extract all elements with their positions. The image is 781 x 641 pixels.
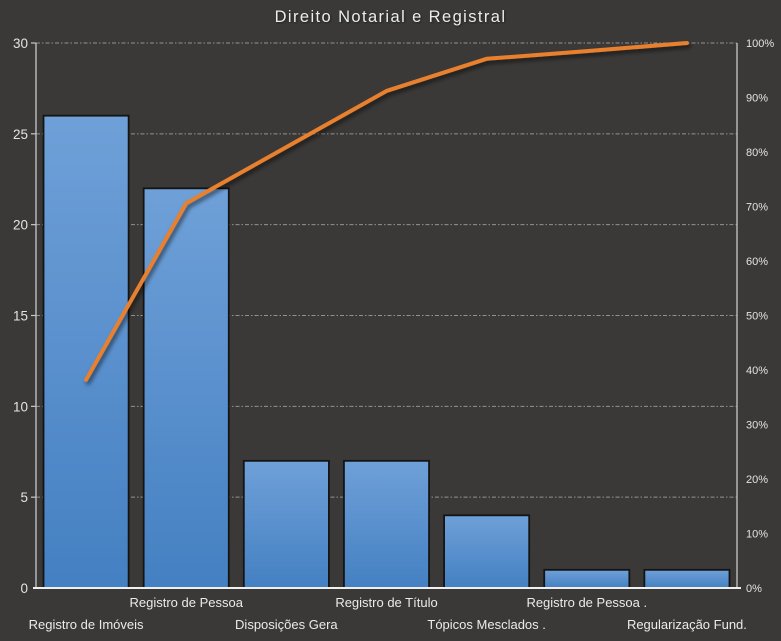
x-category-label: Tópicos Mesclados .	[427, 617, 546, 632]
y-left-tick-label: 0	[20, 581, 28, 596]
y-right-tick-label: 80%	[746, 147, 768, 159]
x-category-label: Registro de Pessoa	[129, 595, 243, 610]
cumulative-line	[84, 41, 689, 382]
x-category-label: Registro de Imóveis	[29, 617, 144, 632]
x-category-label: Disposições Gera	[235, 617, 338, 632]
y-right-tick-label: 30%	[746, 420, 768, 432]
y-right-tick-label: 20%	[746, 474, 768, 486]
pareto-bar	[42, 114, 130, 589]
y-right-tick-label: 100%	[746, 38, 774, 50]
y-right-tick-label: 70%	[746, 202, 768, 214]
y-left-tick-label: 5	[20, 490, 28, 505]
pareto-bar	[443, 514, 531, 589]
y-right-tick-label: 40%	[746, 365, 768, 377]
pareto-bar	[242, 459, 330, 589]
y-left-tick-label: 30	[13, 36, 28, 51]
y-right-tick-label: 50%	[746, 311, 768, 323]
pareto-bar	[343, 459, 430, 589]
chart-title: Direito Notarial e Registral	[274, 8, 507, 26]
y-right-tick-label: 10%	[746, 529, 768, 541]
x-category-label: Registro de Título	[335, 595, 437, 610]
pareto-bar	[543, 568, 631, 589]
pareto-bar	[643, 568, 731, 589]
y-left-tick-label: 15	[13, 309, 28, 324]
y-right-tick-label: 60%	[746, 256, 768, 268]
y-right-tick-label: 0%	[746, 583, 762, 595]
x-category-label: Regularização Fund.	[627, 617, 747, 632]
y-left-tick-label: 20	[13, 218, 28, 233]
y-left-tick-label: 25	[13, 127, 28, 142]
x-category-label: Registro de Pessoa .	[526, 595, 647, 610]
y-left-tick-label: 10	[13, 399, 28, 414]
y-right-tick-label: 90%	[746, 93, 768, 105]
pareto-bar	[142, 187, 230, 589]
